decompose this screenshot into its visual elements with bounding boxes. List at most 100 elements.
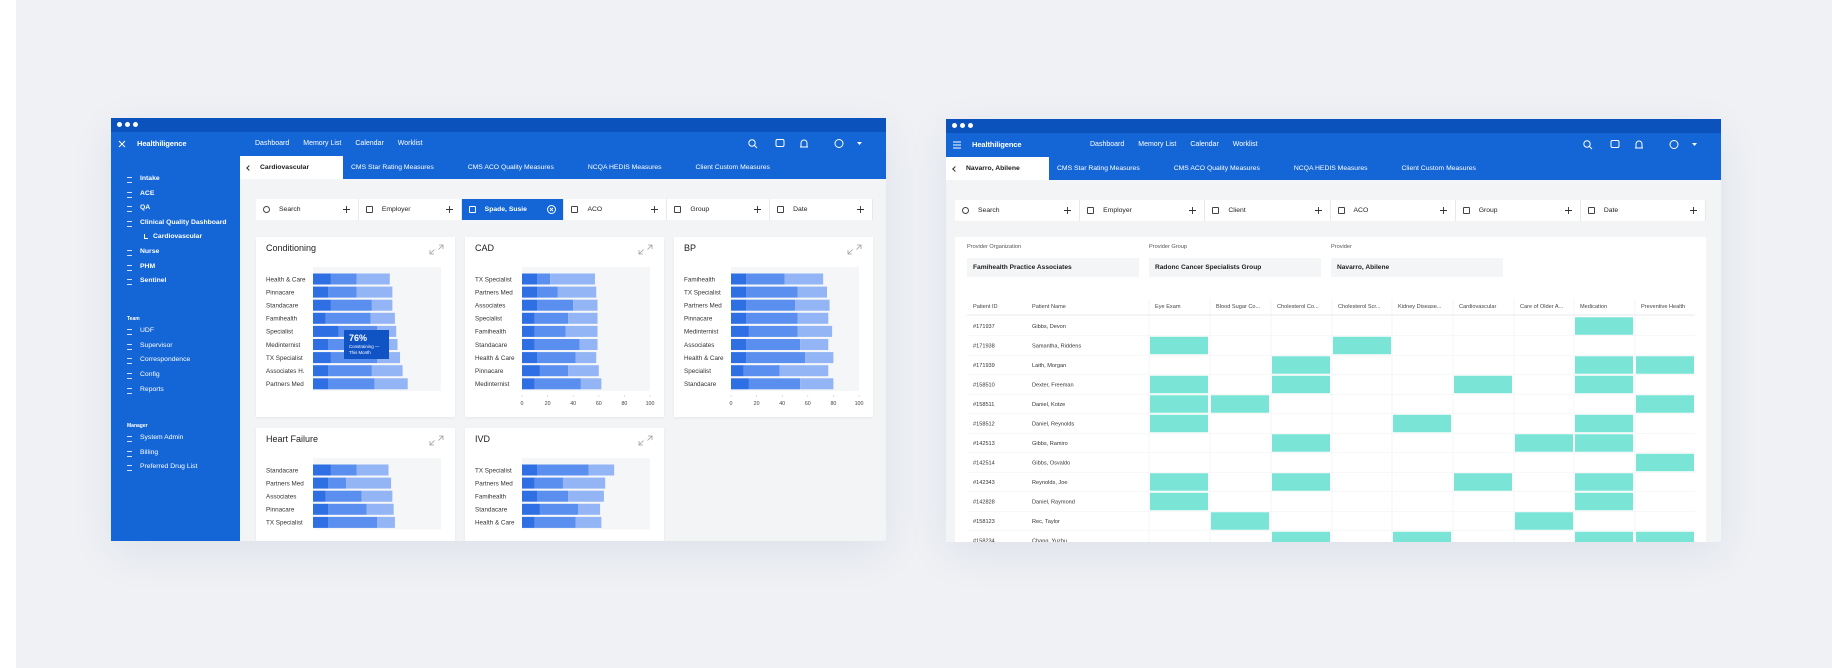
tab[interactable]: NCQA HEDIS Measures bbox=[571, 156, 679, 179]
sub-arrow bbox=[144, 234, 148, 240]
sidebar-item[interactable]: Intake bbox=[111, 172, 240, 187]
chart-card: IVD TX Specialist Partners Med Famihealth St… bbox=[465, 428, 664, 541]
patient-id: #171937 bbox=[973, 324, 995, 330]
filter[interactable]: Employer bbox=[359, 199, 462, 220]
bar-segment bbox=[313, 273, 331, 285]
nav-item[interactable]: Dashboard bbox=[1090, 141, 1125, 148]
measure-gap-cell bbox=[1211, 512, 1269, 530]
filter[interactable]: Employer bbox=[1080, 200, 1206, 221]
sidebar-item[interactable]: Nurse bbox=[111, 245, 240, 260]
nav-item[interactable]: Worklist bbox=[1232, 141, 1258, 148]
nav-item[interactable]: Dashboard bbox=[255, 140, 290, 147]
patient-table: Patient ID Patient Name Eye Exam Blood Suga… bbox=[967, 299, 1695, 542]
tab[interactable]: CMS Star Rating Measures bbox=[1049, 157, 1157, 180]
column-header: Cholesterol Co... bbox=[1277, 304, 1319, 310]
tab[interactable]: CMS ACO Quality Measures bbox=[1157, 157, 1277, 180]
bar-segment bbox=[746, 352, 806, 364]
bar-segment bbox=[328, 365, 372, 377]
filter[interactable]: Search bbox=[256, 199, 359, 220]
tab[interactable]: NCQA HEDIS Measures bbox=[1277, 157, 1385, 180]
add-icon bbox=[1189, 207, 1197, 214]
filter[interactable]: ACO bbox=[564, 199, 668, 220]
filter-icon bbox=[365, 206, 373, 213]
active-tab[interactable]: Navarro, Abilene bbox=[946, 157, 1049, 180]
bar-segment bbox=[731, 286, 747, 298]
nav-item[interactable]: Memory List bbox=[1138, 141, 1177, 148]
tab-label: CMS ACO Quality Measures bbox=[467, 164, 554, 171]
measure-gap-cell bbox=[1150, 336, 1208, 355]
category-label: Health & Care bbox=[266, 276, 306, 283]
bell-icon bbox=[800, 139, 808, 148]
patient-id: #142828 bbox=[973, 500, 995, 506]
category-label: Medinternist bbox=[684, 329, 719, 336]
add-icon bbox=[1690, 207, 1698, 214]
plus-glyph bbox=[445, 206, 453, 213]
sidebar-label: Cardiovascular bbox=[153, 233, 203, 241]
category-label: Standacare bbox=[266, 303, 299, 310]
filter[interactable]: Date bbox=[1581, 200, 1707, 221]
measure-gap-cell bbox=[1272, 473, 1330, 491]
filter-label: Spade, Susie bbox=[484, 206, 527, 213]
filter[interactable]: Client bbox=[1205, 200, 1331, 221]
measure-gap-cell bbox=[1150, 473, 1208, 491]
plus-glyph bbox=[1064, 207, 1072, 214]
category-label: Partners Med bbox=[266, 480, 304, 487]
filter[interactable]: ACO bbox=[1331, 200, 1456, 221]
add-icon bbox=[1439, 207, 1447, 214]
sidebar-item[interactable]: Reports bbox=[111, 383, 240, 398]
sidebar-item[interactable]: Sentinel bbox=[111, 274, 240, 289]
bar-segment bbox=[534, 477, 563, 489]
bar-segment bbox=[575, 516, 602, 528]
bar-segment bbox=[370, 312, 395, 324]
sidebar-item[interactable]: PHM bbox=[111, 260, 240, 275]
x-tick-label: 20 bbox=[754, 401, 760, 407]
category-label: Partners Med bbox=[475, 289, 513, 296]
measure-gap-cell bbox=[1150, 375, 1208, 394]
expand-icon bbox=[429, 244, 444, 255]
filter-icon bbox=[1462, 207, 1470, 214]
sidebar-item[interactable]: Correspondence bbox=[111, 353, 240, 368]
filter[interactable]: Search bbox=[955, 200, 1081, 221]
sidebar-item[interactable]: System Admin bbox=[111, 431, 240, 446]
nav-item[interactable]: Worklist bbox=[397, 140, 423, 147]
field-value: Famihealth Practice Associates bbox=[967, 258, 1139, 277]
tab[interactable]: CMS ACO Quality Measures bbox=[451, 156, 571, 179]
patient-window: Healthiligence Dashboard Memory List Calend… bbox=[946, 119, 1721, 542]
filter[interactable]: Group bbox=[1456, 200, 1581, 221]
sidebar-item[interactable]: Clinical Quality Dashboard bbox=[111, 216, 240, 231]
patient-card: Provider Organization Famihealth Practice… bbox=[955, 237, 1706, 542]
sidebar-item[interactable]: ACE bbox=[111, 187, 240, 202]
bar-segment bbox=[537, 273, 551, 285]
sidebar-item[interactable]: Billing bbox=[111, 446, 240, 461]
add-icon bbox=[1564, 207, 1572, 214]
tab[interactable]: Client Custom Measures bbox=[1385, 157, 1493, 180]
filter[interactable]: Date bbox=[770, 199, 873, 220]
sidebar-item[interactable]: QA bbox=[111, 201, 240, 216]
patient-id: #171938 bbox=[973, 344, 995, 350]
active-filter[interactable]: Spade, Susie bbox=[461, 199, 565, 220]
bar-segment bbox=[539, 365, 569, 377]
nav-item[interactable]: Memory List bbox=[303, 140, 342, 147]
sidebar-item[interactable]: UDF bbox=[111, 324, 240, 339]
sidebar-item[interactable]: Preferred Drug List bbox=[111, 460, 240, 475]
bar-segment bbox=[313, 352, 331, 364]
bar-segment bbox=[568, 490, 604, 502]
active-tab[interactable]: Cardiovascular bbox=[240, 156, 343, 179]
item-icon bbox=[127, 328, 132, 335]
sidebar-subitem[interactable]: Cardiovascular bbox=[111, 230, 240, 245]
tab[interactable]: Client Custom Measures bbox=[679, 156, 787, 179]
sidebar-item[interactable]: Supervisor bbox=[111, 339, 240, 354]
nav-item[interactable]: Calendar bbox=[1190, 141, 1219, 148]
chart: Conditioning Health & Care Pinnacare Standa… bbox=[266, 243, 444, 391]
user-icon bbox=[1669, 140, 1679, 149]
nav-item[interactable]: Calendar bbox=[355, 140, 384, 147]
measure-gap-cell bbox=[1636, 531, 1694, 542]
bar-segment bbox=[537, 464, 589, 476]
bar-segment bbox=[330, 464, 357, 476]
bar-segment bbox=[522, 312, 535, 324]
measure-gap-cell bbox=[1150, 414, 1208, 433]
tab[interactable]: CMS Star Rating Measures bbox=[343, 156, 451, 179]
filter[interactable]: Group bbox=[667, 199, 771, 220]
filter-label: ACO bbox=[1353, 207, 1369, 214]
sidebar-item[interactable]: Config bbox=[111, 368, 240, 383]
